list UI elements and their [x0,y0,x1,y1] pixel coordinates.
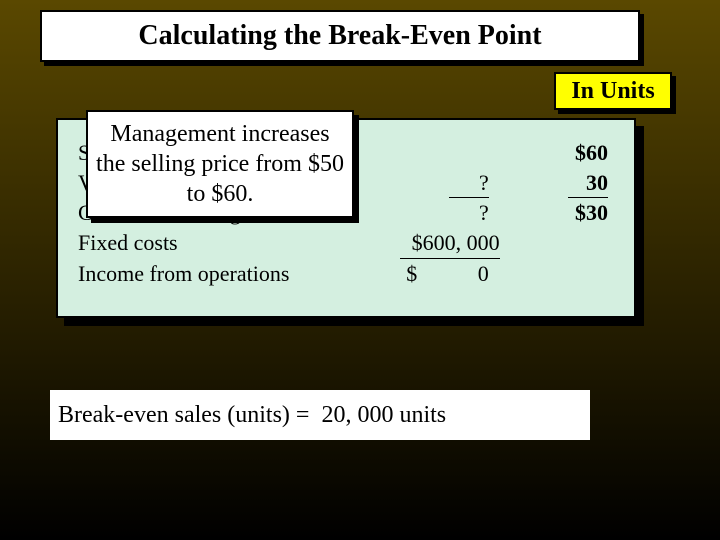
callout-text: Management increases the selling price f… [96,119,344,209]
row-fixed-costs: Fixed costs $600, 000 [78,228,614,259]
subtitle-box: In Units [554,72,672,110]
right: $60 [507,138,614,168]
label: Fixed costs [78,228,400,259]
formula-result: 20, 000 units [321,402,446,429]
right [507,259,614,289]
subtitle-text: In Units [571,78,654,105]
formula-box: Break-even sales (units) = 20, 000 units [50,390,590,440]
right: 30 [507,168,614,199]
mid: $600, 000 [400,228,518,259]
slide: Calculating the Break-Even Point In Unit… [0,0,720,540]
right: $30 [507,198,614,228]
label: Income from operations [78,259,400,289]
mid: $ 0 [400,259,507,289]
formula-label: Break-even sales (units) = [58,402,309,429]
title-text: Calculating the Break-Even Point [138,20,541,52]
mid: ? [400,198,507,228]
callout-box: Management increases the selling price f… [86,110,354,218]
mid [400,138,507,168]
mid: ? [400,168,507,199]
title-box: Calculating the Break-Even Point [40,10,640,62]
right [518,228,625,259]
row-income: Income from operations $ 0 [78,259,614,289]
